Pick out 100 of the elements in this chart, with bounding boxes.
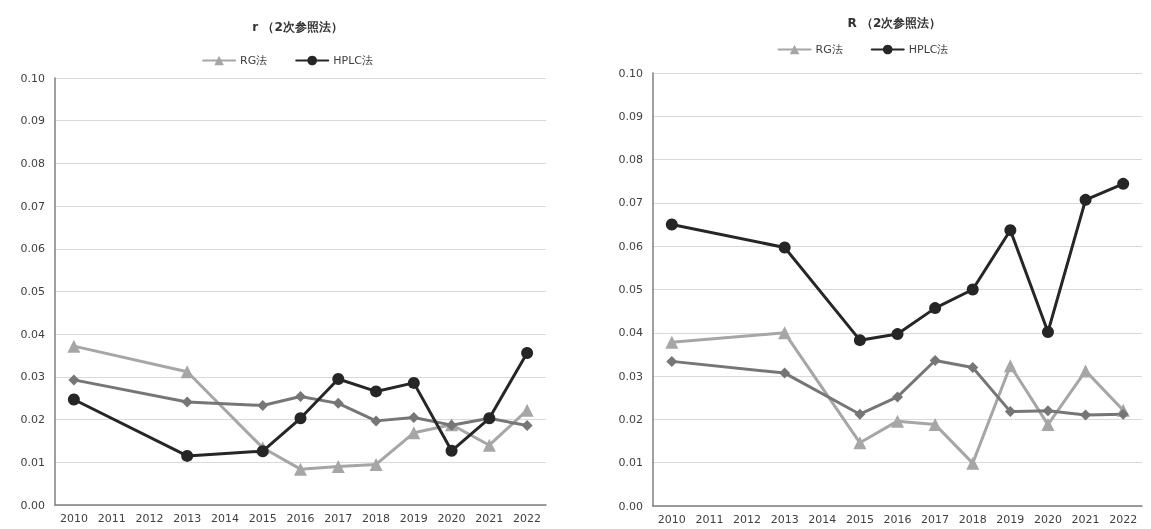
- y-tick-label: 0.04: [618, 326, 643, 340]
- y-tick-label: 0.10: [618, 66, 643, 80]
- point: [1041, 418, 1055, 432]
- x-tick-label: 2011: [695, 513, 724, 526]
- x-tick-label: 2017: [921, 513, 950, 526]
- y-tick-label: 0.00: [618, 499, 643, 513]
- point: [892, 391, 903, 403]
- point: [929, 355, 941, 367]
- point: [521, 346, 534, 359]
- x-tick-label: 2011: [97, 512, 126, 525]
- point: [1117, 177, 1130, 190]
- x-tick-label: 2020: [437, 512, 466, 525]
- point: [369, 457, 383, 471]
- x-tick-label: 2014: [808, 513, 837, 526]
- y-tick-label: 0.05: [618, 283, 643, 296]
- chart-title: r （2次参照法）: [252, 20, 343, 34]
- x-tick-label: 2022: [513, 512, 542, 525]
- y-tick-label: 0.08: [618, 153, 643, 167]
- point: [928, 418, 942, 432]
- y-tick-label: 0.10: [20, 71, 45, 85]
- point: [967, 361, 979, 373]
- point: [853, 334, 866, 347]
- x-tick-label: 2010: [59, 512, 88, 525]
- x-tick-label: 2019: [996, 513, 1025, 526]
- point: [891, 328, 904, 341]
- point: [332, 373, 345, 386]
- point: [665, 335, 679, 349]
- point: [67, 339, 81, 353]
- point: [257, 400, 269, 412]
- point: [68, 374, 80, 386]
- legend-label: RG法: [240, 54, 268, 67]
- x-tick-label: 2015: [845, 513, 874, 526]
- x-tick-label: 2017: [324, 512, 353, 525]
- point: [666, 355, 678, 367]
- point: [370, 385, 383, 398]
- point: [332, 397, 344, 409]
- point: [665, 218, 678, 231]
- point: [181, 396, 193, 408]
- point: [853, 436, 867, 450]
- y-tick-label: 0.07: [618, 196, 643, 210]
- point: [779, 367, 791, 379]
- point: [295, 391, 306, 403]
- y-tick-label: 0.03: [20, 370, 45, 384]
- x-tick-label: 2015: [248, 512, 277, 525]
- point: [966, 283, 979, 296]
- point: [370, 415, 382, 427]
- point: [407, 426, 421, 440]
- point: [929, 302, 942, 315]
- x-tick-label: 2018: [958, 513, 987, 526]
- point: [181, 449, 194, 462]
- y-tick-label: 0.09: [618, 109, 643, 123]
- point: [67, 393, 80, 406]
- point: [294, 412, 307, 425]
- y-tick-label: 0.00: [20, 498, 45, 512]
- point: [1117, 408, 1129, 420]
- point: [1042, 405, 1054, 417]
- y-tick-label: 0.01: [618, 456, 643, 470]
- y-tick-label: 0.02: [618, 412, 643, 426]
- point: [854, 408, 866, 420]
- x-tick-label: 2021: [475, 512, 504, 525]
- point: [521, 420, 533, 432]
- y-tick-label: 0.01: [20, 455, 45, 469]
- point: [408, 411, 420, 423]
- y-tick-label: 0.05: [20, 285, 45, 298]
- point: [482, 438, 496, 452]
- point: [256, 445, 269, 458]
- x-tick-label: 2012: [733, 513, 762, 526]
- legend-label: RG法: [815, 43, 843, 56]
- y-tick-label: 0.09: [20, 114, 45, 128]
- point: [294, 462, 307, 476]
- x-tick-label: 2022: [1109, 513, 1138, 526]
- point: [1004, 406, 1016, 418]
- y-tick-label: 0.08: [20, 156, 45, 170]
- y-tick-label: 0.06: [20, 242, 45, 256]
- y-tick-label: 0.04: [20, 327, 45, 341]
- point: [966, 456, 980, 470]
- point: [778, 326, 792, 340]
- x-tick-label: 2016: [286, 512, 315, 525]
- chart-title: R （2次参照法）: [847, 16, 942, 30]
- point: [778, 241, 791, 254]
- x-tick-label: 2019: [399, 512, 428, 525]
- y-tick-label: 0.02: [20, 413, 45, 427]
- point: [445, 444, 458, 457]
- point: [1041, 325, 1054, 338]
- x-tick-label: 2013: [770, 513, 799, 526]
- point: [1003, 359, 1017, 373]
- point: [407, 376, 420, 389]
- x-tick-label: 2014: [210, 512, 239, 525]
- y-tick-label: 0.03: [618, 369, 643, 383]
- point: [331, 460, 345, 474]
- x-tick-label: 2021: [1071, 513, 1100, 526]
- x-tick-label: 2013: [173, 512, 202, 525]
- x-tick-label: 2018: [362, 512, 391, 525]
- point: [520, 403, 534, 417]
- x-tick-label: 2010: [657, 513, 686, 526]
- y-tick-label: 0.06: [618, 239, 643, 253]
- point: [180, 365, 194, 379]
- x-tick-label: 2020: [1033, 513, 1062, 526]
- point: [891, 414, 904, 428]
- x-tick-label: 2016: [883, 513, 912, 526]
